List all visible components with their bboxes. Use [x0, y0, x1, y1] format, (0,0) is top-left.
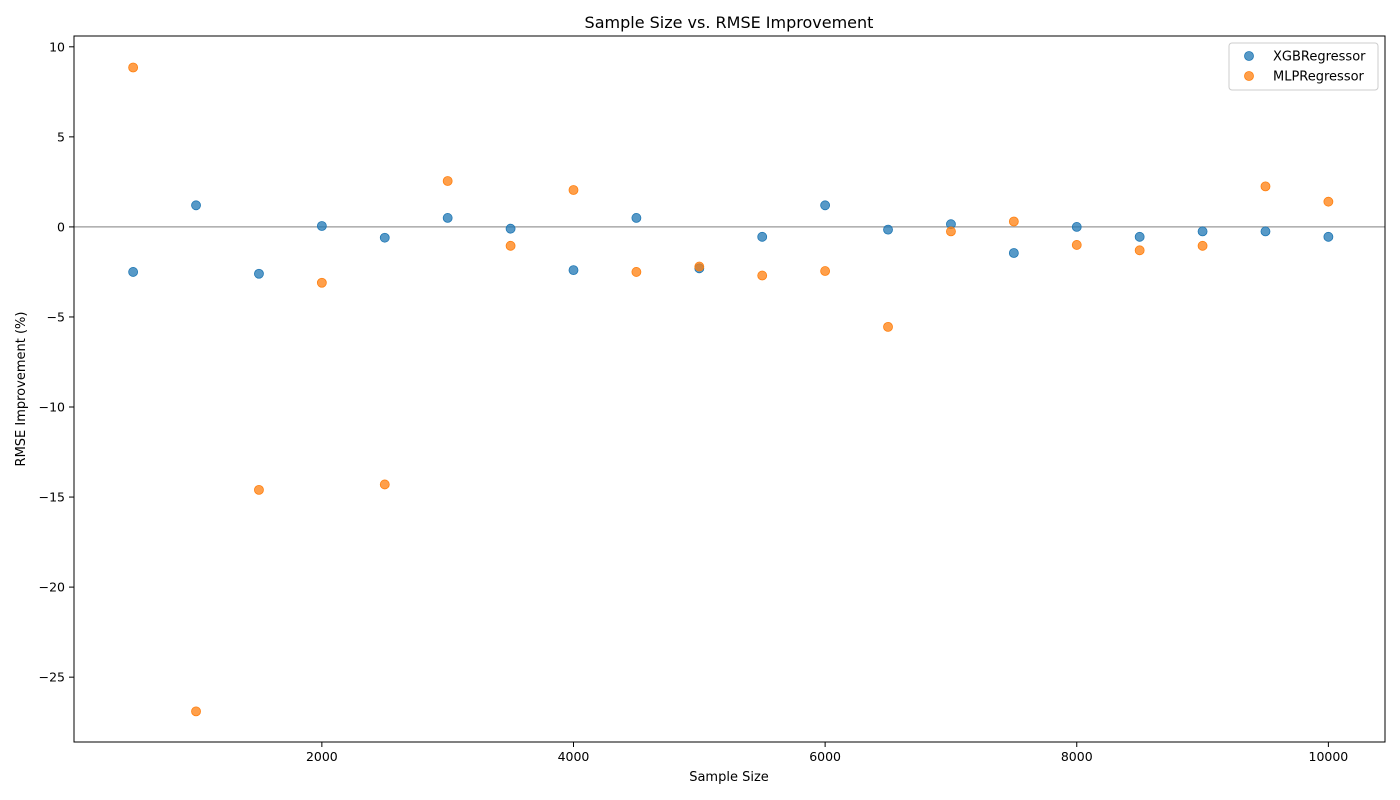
data-point-mlpregressor [442, 176, 453, 186]
data-point-xgbregressor [442, 213, 453, 223]
data-point-xgbregressor [128, 267, 139, 277]
legend-marker-mlpregressor [1244, 71, 1254, 81]
data-point-mlpregressor [1323, 196, 1334, 207]
data-point-mlpregressor [128, 62, 139, 73]
data-point-mlpregressor [631, 267, 642, 277]
data-point-mlpregressor [694, 261, 705, 272]
legend-marker-xgbregressor [1244, 51, 1254, 61]
x-tick-label: 10000 [1309, 749, 1349, 764]
y-axis-label: RMSE Improvement (%) [14, 312, 29, 467]
data-point-mlpregressor [946, 226, 956, 237]
y-tick-label: 0 [57, 219, 65, 234]
data-point-mlpregressor [316, 277, 327, 288]
data-point-xgbregressor [1134, 231, 1145, 242]
data-point-mlpregressor [757, 270, 768, 281]
y-tick-label: −25 [39, 670, 65, 685]
data-point-mlpregressor [1071, 240, 1082, 250]
series-xgbregressor [128, 200, 1334, 279]
data-point-xgbregressor [316, 221, 327, 231]
data-point-mlpregressor [379, 479, 390, 490]
data-point-xgbregressor [820, 200, 831, 211]
series-mlpregressor [128, 62, 1334, 717]
legend-box [1228, 42, 1379, 91]
data-points-layer [128, 62, 1334, 717]
data-point-xgbregressor [1260, 226, 1271, 237]
legend-label-xgbregressor: XGBRegressor [1273, 50, 1366, 65]
data-point-mlpregressor [568, 185, 579, 195]
data-point-mlpregressor [883, 321, 893, 332]
y-tick-label: −20 [39, 580, 65, 595]
data-point-xgbregressor [505, 223, 516, 234]
x-tick-label: 6000 [809, 749, 841, 764]
data-point-mlpregressor [1008, 216, 1019, 227]
data-point-xgbregressor [1323, 231, 1334, 242]
data-point-mlpregressor [1134, 245, 1145, 256]
x-tick-label: 4000 [558, 749, 590, 764]
chart-title: Sample Size vs. RMSE Improvement [585, 13, 874, 32]
x-axis-ticks: 2000 4000 6000 8000 10000 [306, 742, 1348, 764]
data-point-xgbregressor [379, 232, 390, 243]
data-point-mlpregressor [191, 706, 201, 717]
y-tick-label: −5 [47, 309, 65, 324]
data-point-mlpregressor [254, 484, 264, 495]
data-point-xgbregressor [883, 224, 893, 235]
data-point-xgbregressor [1008, 248, 1019, 258]
plot-frame [73, 35, 1386, 743]
legend-label-mlpregressor: MLPRegressor [1273, 70, 1365, 85]
data-point-xgbregressor [254, 268, 264, 279]
legend: XGBRegressor MLPRegressor [1228, 42, 1379, 91]
data-point-mlpregressor [820, 266, 831, 276]
data-point-mlpregressor [1197, 240, 1208, 251]
y-tick-label: −15 [39, 490, 65, 505]
data-point-xgbregressor [191, 200, 201, 211]
data-point-xgbregressor [631, 213, 642, 223]
data-point-xgbregressor [568, 265, 579, 276]
y-tick-label: 5 [57, 129, 65, 144]
data-point-xgbregressor [1197, 226, 1208, 237]
y-axis-ticks: 10 5 0 −5 −10 −15 −20 −25 [39, 39, 74, 685]
data-point-xgbregressor [757, 231, 768, 242]
x-tick-label: 2000 [306, 749, 338, 764]
y-tick-label: 10 [49, 39, 65, 54]
x-tick-label: 8000 [1061, 749, 1093, 764]
x-axis-label: Sample Size [689, 770, 769, 785]
data-point-xgbregressor [1071, 222, 1082, 232]
data-point-mlpregressor [1260, 181, 1271, 192]
data-point-mlpregressor [505, 240, 516, 251]
y-tick-label: −10 [39, 400, 65, 415]
